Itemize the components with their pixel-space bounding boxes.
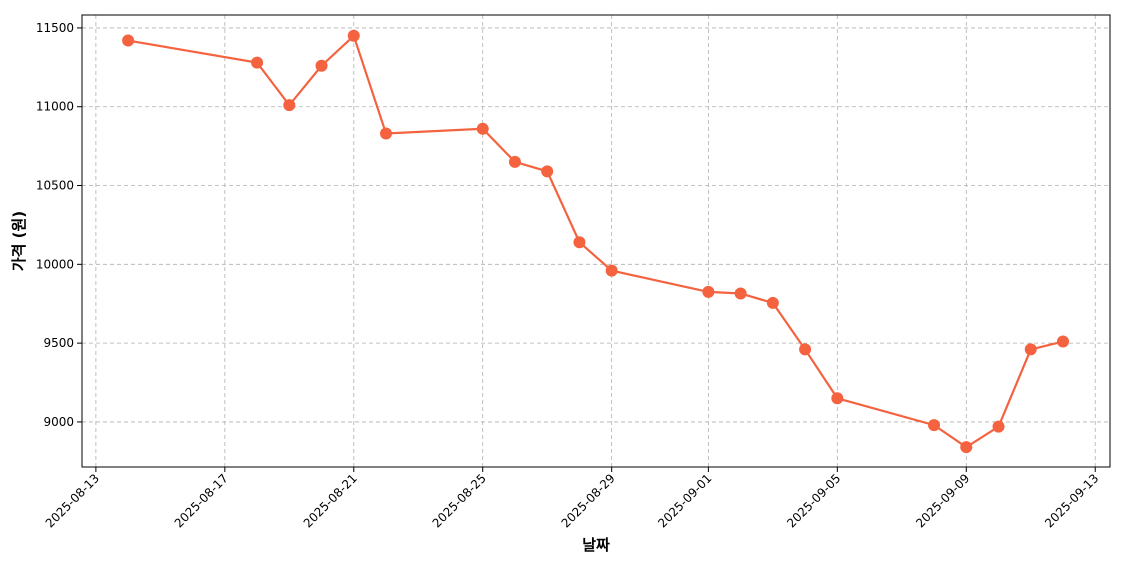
- point: [251, 56, 264, 69]
- point: [508, 155, 521, 168]
- y-axis-label: 가격 (원): [10, 211, 28, 271]
- point: [380, 127, 393, 140]
- point: [347, 29, 360, 42]
- point: [734, 287, 747, 300]
- point: [799, 343, 812, 356]
- point: [476, 122, 489, 135]
- x-tick-label: 2025-08-13: [43, 471, 102, 530]
- point: [315, 59, 328, 72]
- y-tick-label: 10000: [36, 257, 74, 271]
- x-tick-label: 2025-08-21: [301, 471, 360, 530]
- point: [928, 419, 941, 432]
- point: [573, 236, 586, 249]
- x-tick-label: 2025-08-17: [172, 471, 231, 530]
- point: [122, 34, 135, 47]
- point: [702, 285, 715, 298]
- point: [605, 264, 618, 277]
- point: [766, 296, 779, 309]
- x-tick-label: 2025-09-09: [913, 471, 972, 530]
- x-axis-label: 날짜: [582, 536, 610, 554]
- y-tick-label: 11500: [36, 21, 74, 35]
- y-tick-label: 9000: [43, 415, 74, 429]
- point: [992, 420, 1005, 433]
- point: [960, 441, 973, 454]
- x-tick-label: 2025-09-13: [1042, 471, 1101, 530]
- y-tick-label: 10500: [36, 179, 74, 193]
- x-tick-label: 2025-08-25: [430, 471, 489, 530]
- y-tick-label: 9500: [43, 336, 74, 350]
- y-tick-label: 11000: [36, 100, 74, 114]
- point: [541, 165, 554, 178]
- plot-frame: [81, 14, 1111, 468]
- line: [127, 33, 1064, 449]
- point: [1056, 335, 1069, 348]
- x-tick-label: 2025-09-01: [655, 471, 714, 530]
- point: [831, 392, 844, 405]
- point: [283, 99, 296, 112]
- x-tick-label: 2025-09-05: [784, 471, 843, 530]
- point: [1024, 343, 1037, 356]
- x-tick-label: 2025-08-29: [559, 471, 618, 530]
